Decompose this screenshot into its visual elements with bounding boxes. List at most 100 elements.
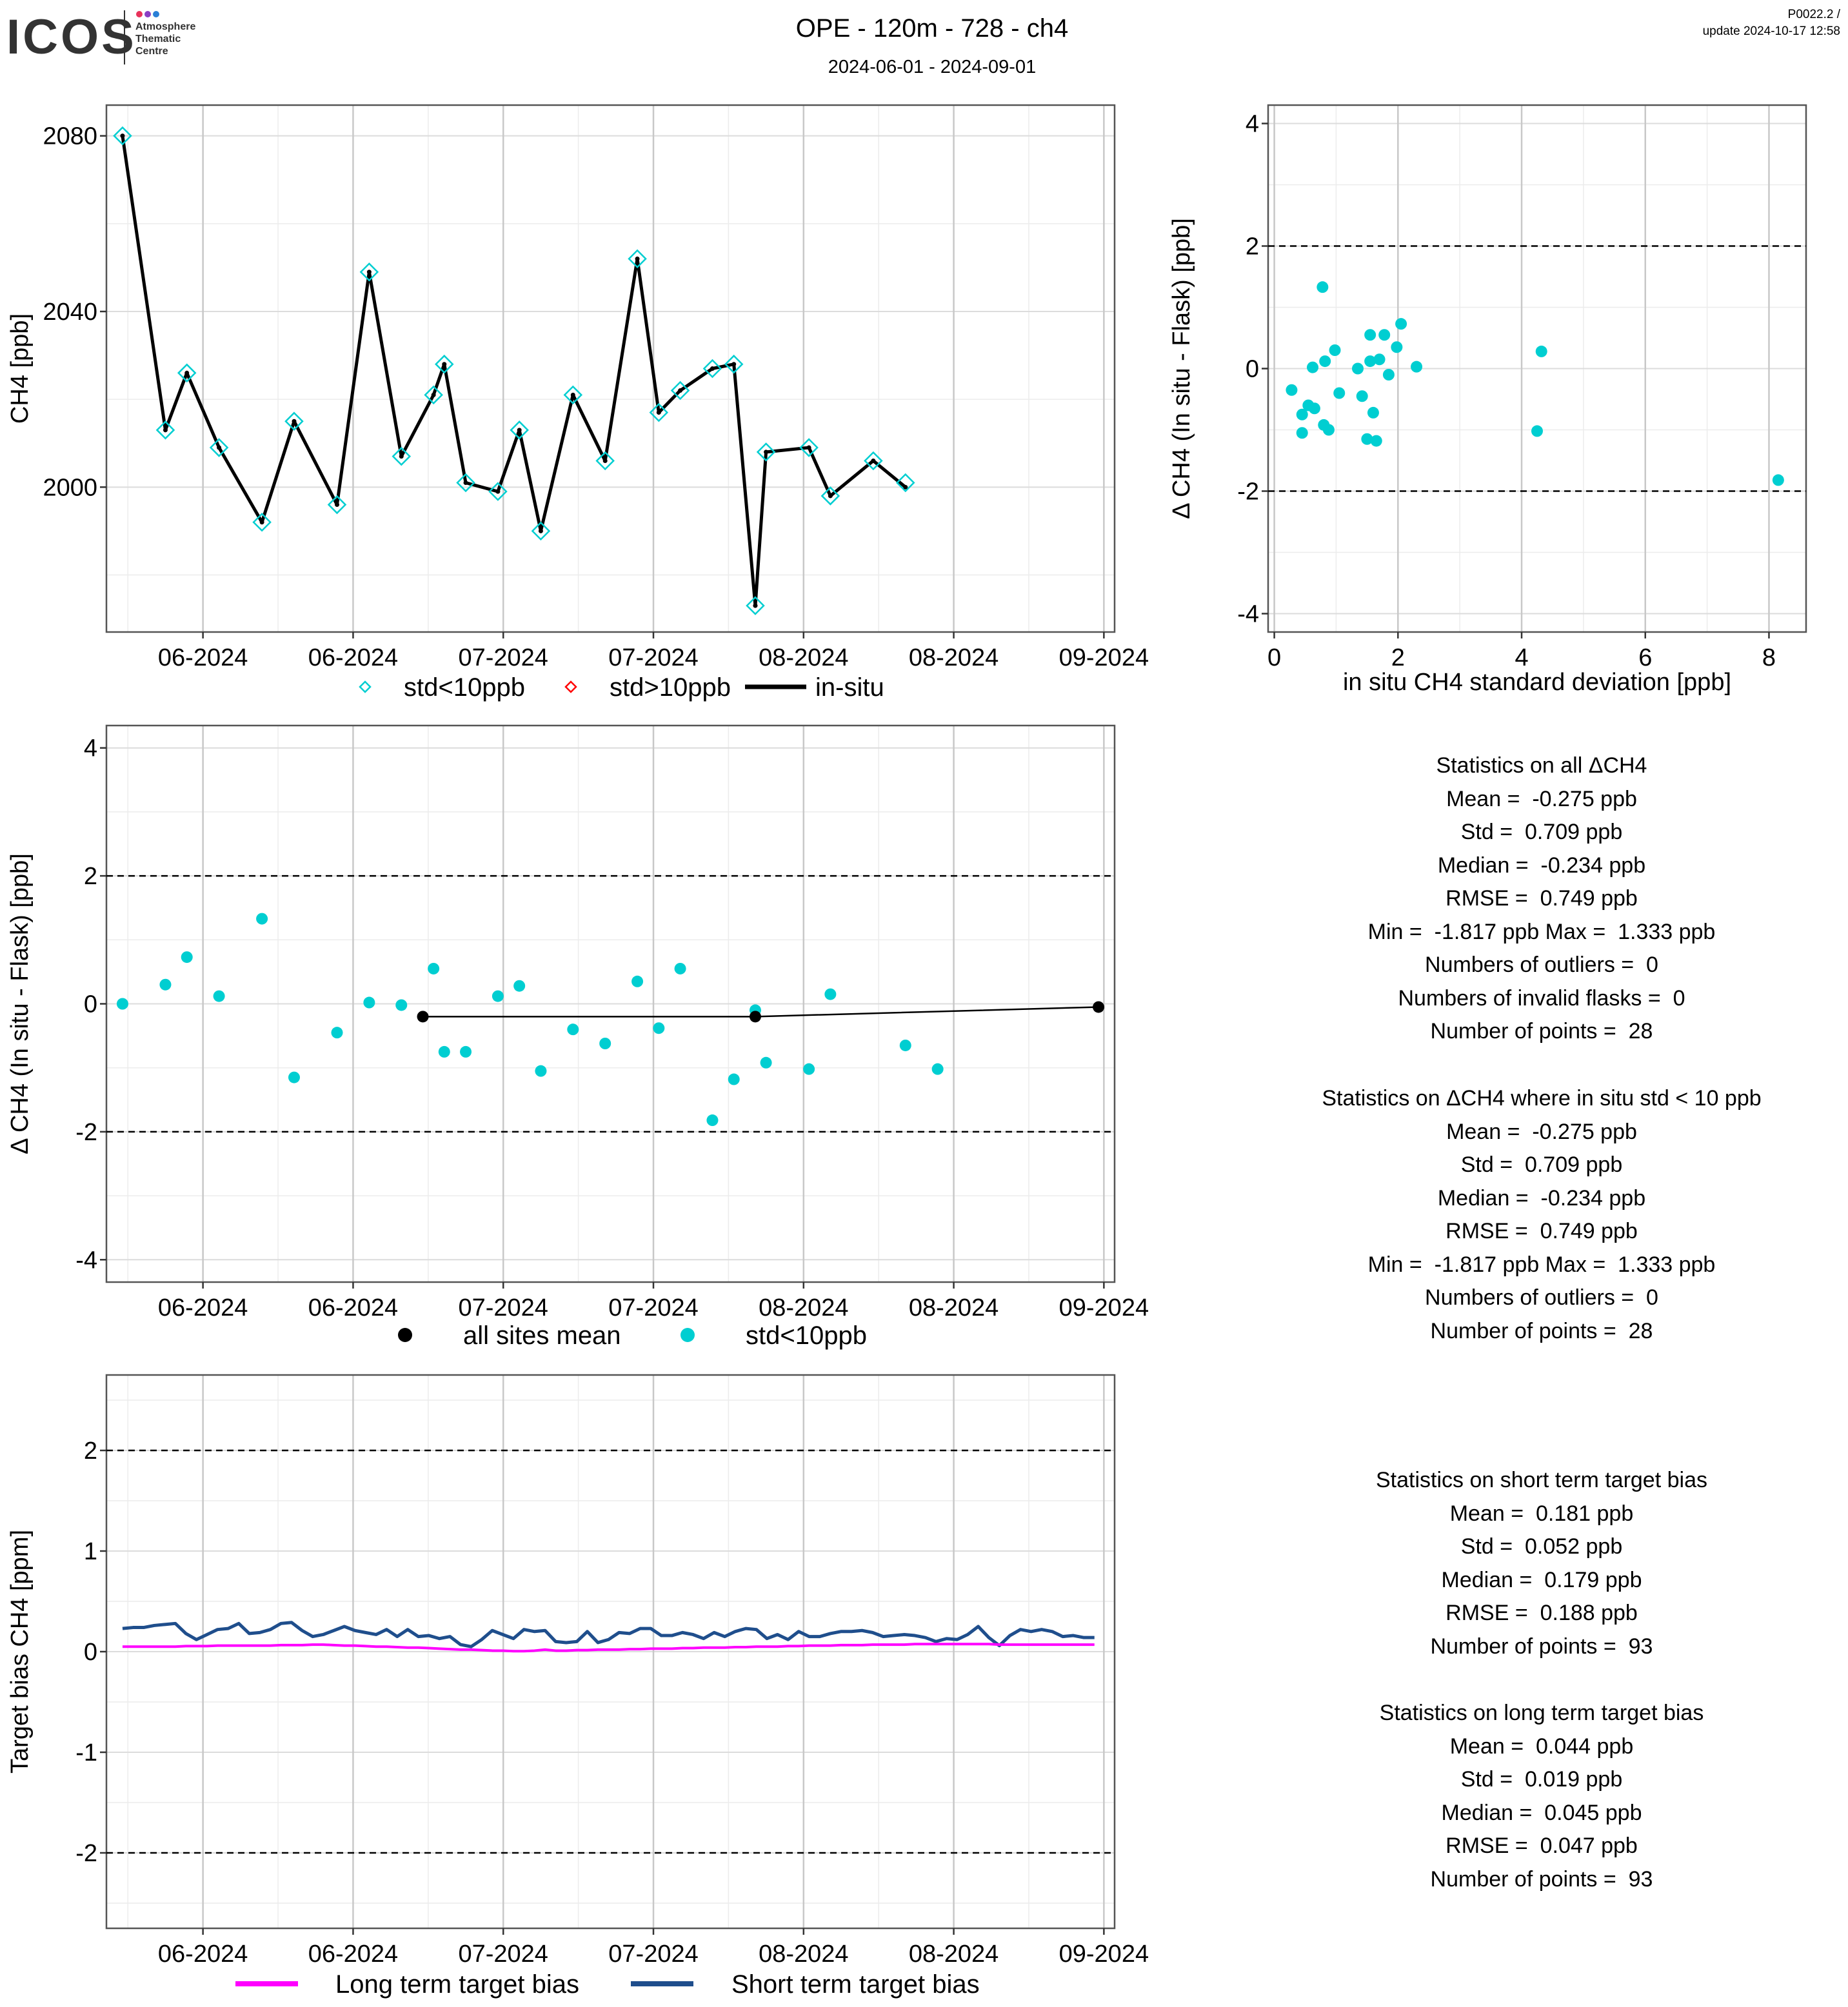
flask-point (895, 473, 915, 493)
flask-point (628, 249, 647, 269)
insitu-point (184, 370, 190, 375)
ch4-timeseries-x-tick-label: 08-2024 (759, 644, 848, 671)
ch4-timeseries-x-tick-label: 09-2024 (1059, 644, 1149, 671)
short-term-bias-line (122, 1621, 1095, 1648)
scatter-point (1361, 433, 1373, 445)
flask-point (595, 451, 615, 471)
delta-timeseries-x-tick-label: 08-2024 (759, 1294, 848, 1321)
scatter-point (1352, 362, 1364, 375)
icos-logo-dots (136, 11, 159, 17)
scatter-point (1333, 387, 1346, 399)
delta-point (706, 1114, 719, 1127)
scatter-point (1364, 329, 1376, 341)
delta-point (181, 951, 193, 964)
icos-logo-text: ICOS (6, 10, 137, 64)
stats-long-term: Statistics on long term target bias Mean… (1238, 1697, 1845, 1896)
stats-long-median: Median = 0.045 ppb (1441, 1800, 1642, 1825)
flask-point (155, 420, 175, 440)
scatter-point (1364, 355, 1376, 368)
delta-vs-std-marks (1286, 281, 1784, 486)
legend-key-std-gt-10 (564, 680, 577, 693)
flask-point (252, 513, 272, 532)
target-bias-y-tick-label: 1 (84, 1538, 97, 1565)
insitu-point (259, 520, 264, 525)
stats-all-invalid: Numbers of invalid flasks = 0 (1398, 985, 1685, 1011)
stats-all-delta: Statistics on all ΔCH4 Mean = -0.275 ppb… (1238, 749, 1845, 1049)
insitu-point (731, 362, 737, 367)
flask-point (724, 354, 744, 374)
ch4-timeseries-x-tick-label: 06-2024 (158, 644, 248, 671)
ch4-timeseries-y-axis-label: CH4 [ppb] (6, 313, 34, 424)
delta-vs-std-x-axis-label: in situ CH4 standard deviation [ppb] (1343, 669, 1731, 696)
legend-key-std-lt-10 (359, 680, 372, 693)
legend-label-std-lt-10: std<10ppb (746, 1321, 867, 1350)
insitu-point (431, 392, 436, 397)
ch4-timeseries-y-tick-label: 2040 (43, 299, 97, 326)
stats-long-title: Statistics on long term target bias (1379, 1701, 1704, 1725)
insitu-point (635, 256, 640, 261)
delta-vs-std-y-tick-label: 4 (1246, 111, 1259, 138)
flask-point (284, 411, 304, 431)
target-bias-x-tick-label: 09-2024 (1059, 1941, 1149, 1968)
delta-timeseries-y-tick-label: -2 (75, 1119, 97, 1146)
delta-timeseries-y-tick-label: -4 (75, 1247, 97, 1274)
delta-timeseries-y-axis-label: Δ CH4 (In situ - Flask) [ppb] (6, 853, 34, 1154)
stats-all-std: Std = 0.709 ppb (1460, 820, 1623, 844)
target-bias-x-tick-label: 06-2024 (308, 1941, 398, 1968)
stats-all-npoints: Number of points = 28 (1430, 1019, 1653, 1043)
target-bias-y-tick-label: -1 (75, 1739, 97, 1766)
insitu-point (871, 458, 876, 463)
icos-logo-subtitle: Atmosphere Thematic Centre (135, 21, 195, 57)
scatter-point (1531, 425, 1543, 437)
target-bias-x-tick-label: 06-2024 (158, 1941, 248, 1968)
legend-key-all-sites-mean (398, 1328, 412, 1342)
scatter-point (1322, 424, 1335, 436)
delta-point (288, 1071, 300, 1083)
delta-vs-std-y-tick-label: 2 (1246, 233, 1259, 261)
scatter-point (1296, 427, 1308, 439)
all-sites-mean-point (1093, 1001, 1105, 1013)
long-term-bias-line (122, 1643, 1095, 1653)
delta-point (513, 980, 526, 992)
delta-vs-std-axes: -4 -2 0 2 4 0 2 4 6 8 Δ CH4 (In situ - Flask) [ppb… (1168, 104, 1807, 696)
version-label: P0022.2 / (1787, 8, 1840, 21)
logo-sub-line-3: Centre (135, 46, 168, 57)
target-bias-y-tick-label: 2 (84, 1438, 97, 1465)
insitu-point (163, 428, 168, 433)
target-bias-axes: -2 -1 0 1 2 06-2024 06-2024 07-2024 07-2024 08-20… (6, 1374, 1149, 1968)
target-bias-x-tick-label: 08-2024 (759, 1941, 848, 1968)
delta-point (931, 1063, 944, 1075)
delta-point (213, 990, 225, 1002)
insitu-point (495, 489, 501, 494)
stats-filt-rmse: RMSE = 0.749 ppb (1446, 1219, 1638, 1243)
flask-point (649, 402, 669, 422)
delta-timeseries-x-tick-label: 06-2024 (158, 1294, 248, 1321)
delta-point (653, 1022, 665, 1034)
delta-point (803, 1063, 815, 1075)
insitu-point (806, 445, 811, 450)
delta-timeseries-y-tick-label: 0 (84, 991, 97, 1018)
stats-all-rmse: RMSE = 0.749 ppb (1446, 886, 1638, 911)
delta-vs-std-y-axis-label: Δ CH4 (In situ - Flask) [ppb] (1168, 218, 1195, 519)
flask-point (510, 420, 529, 440)
insitu-point (570, 392, 575, 397)
stats-filt-std: Std = 0.709 ppb (1460, 1152, 1623, 1177)
delta-vs-std-x-tick-label: 2 (1391, 644, 1405, 671)
flask-point (670, 381, 690, 400)
delta-point (631, 975, 644, 987)
flask-point (435, 354, 454, 374)
delta-point (535, 1065, 547, 1077)
scatter-point (1367, 406, 1379, 419)
delta-point (492, 990, 504, 1002)
delta-timeseries-x-tick-label: 07-2024 (608, 1294, 698, 1321)
legend-label-long-term: Long term target bias (335, 1970, 579, 1999)
flask-point (359, 262, 379, 282)
delta-point (728, 1073, 740, 1085)
insitu-point (764, 450, 769, 455)
delta-vs-std-x-tick-label: 0 (1267, 644, 1281, 671)
delta-timeseries-legend: all sites mean std<10ppb (398, 1321, 867, 1350)
delta-point (428, 962, 440, 974)
delta-vs-std-y-tick-label: -2 (1237, 479, 1259, 506)
ch4-timeseries-marks (113, 126, 915, 615)
insitu-point (463, 480, 468, 486)
